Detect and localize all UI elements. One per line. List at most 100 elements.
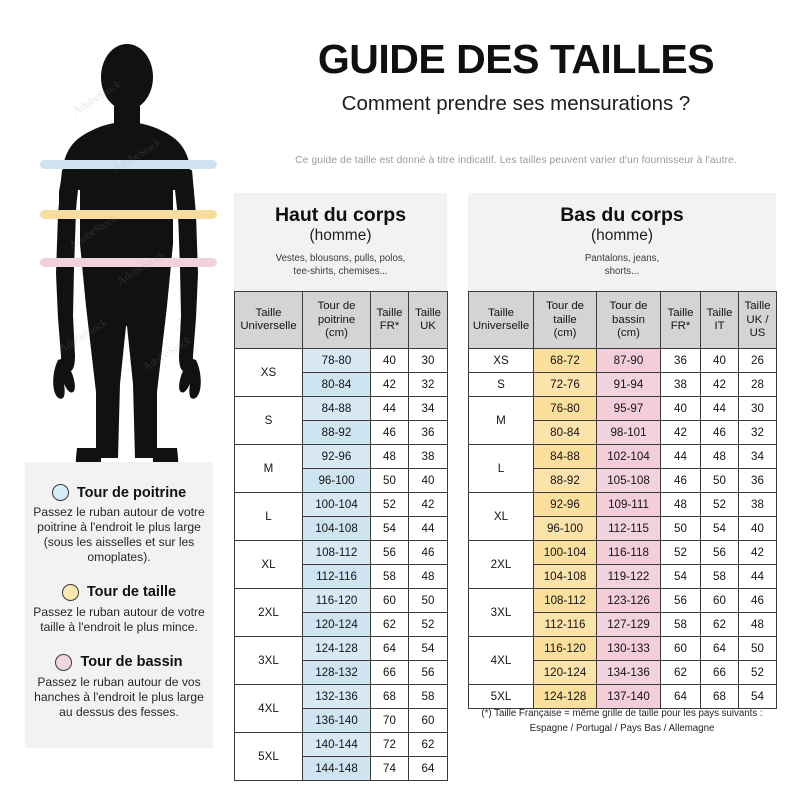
- table-row[interactable]: 88-92 105-108 46 50 36: [469, 468, 777, 494]
- cell-size-it: 64: [700, 636, 739, 662]
- cell-size-it: 56: [700, 540, 739, 566]
- cell-hips-measure: 130-133: [596, 636, 661, 662]
- chest-band: [40, 160, 217, 169]
- table-row[interactable]: 112-116 58 48: [235, 564, 448, 590]
- cell-hips-measure: 91-94: [596, 372, 661, 398]
- cell-chest-measure: 120-124: [302, 612, 371, 638]
- cell-size-it: 48: [700, 444, 739, 470]
- lower-col-header-3: Taille FR*: [660, 291, 701, 350]
- table-row[interactable]: 4XL 132-136 68 58: [234, 684, 448, 734]
- cell-size-uk-us: 36: [738, 468, 777, 494]
- table-row[interactable]: 2XL 100-104 116-118 52 56 42: [468, 540, 777, 590]
- table-row[interactable]: M 76-80 95-97 40 44 30: [468, 396, 777, 446]
- cell-size-uk: 50: [408, 588, 448, 614]
- cell-size-fr: 56: [660, 588, 701, 614]
- cell-hips-measure: 134-136: [596, 660, 661, 686]
- lower-body-size-table[interactable]: Taille Universelle Tour de taille (cm) Tour d…: [468, 291, 777, 710]
- table-row[interactable]: XS 68-72 87-90 36 40 26: [468, 348, 777, 374]
- cell-size-it: 40: [700, 348, 739, 374]
- col-header-line: (cm): [617, 327, 640, 340]
- cell-hips-measure: 123-126: [596, 588, 661, 614]
- table-row[interactable]: XL 92-96 109-111 48 52 38: [468, 492, 777, 542]
- cell-chest-measure: 78-80: [302, 348, 371, 374]
- col-header-line: Universelle: [240, 320, 297, 333]
- table-row[interactable]: L 84-88 102-104 44 48 34: [468, 444, 777, 494]
- cell-size-fr: 64: [370, 636, 409, 662]
- upper-body-items-line2: tee-shirts, chemises...: [293, 266, 388, 278]
- cell-size-uk-us: 34: [738, 444, 777, 470]
- upper-table-head: Taille Universelle Tour de poitrine (cm) Tail…: [234, 291, 448, 350]
- cell-waist-measure: 108-112: [533, 588, 597, 614]
- upper-body-items-line1: Vestes, blousons, pulls, polos,: [275, 253, 406, 265]
- table-row[interactable]: S 72-76 91-94 38 42 28: [468, 372, 777, 398]
- cell-universal-size: M: [234, 444, 303, 494]
- table-row[interactable]: XL 108-112 56 46: [234, 540, 448, 590]
- table-row[interactable]: 3XL 124-128 64 54: [234, 636, 448, 686]
- cell-waist-measure: 68-72: [533, 348, 597, 374]
- cell-waist-measure: 92-96: [533, 492, 597, 518]
- cell-size-fr: 52: [370, 492, 409, 518]
- cell-universal-size: S: [234, 396, 303, 446]
- cell-chest-measure: 92-96: [302, 444, 371, 470]
- table-row[interactable]: 80-84 98-101 42 46 32: [469, 420, 777, 446]
- legend-desc-waist: Passez le ruban autour de votre taille à…: [33, 604, 205, 634]
- upper-col-header-3: Taille UK: [408, 291, 448, 350]
- lower-table-body[interactable]: XS 68-72 87-90 36 40 26 S 72-76 91-94 38 42 28 M 76-8…: [468, 348, 777, 710]
- cell-size-it: 68: [700, 684, 739, 710]
- cell-universal-size: 2XL: [468, 540, 534, 590]
- cell-size-fr: 44: [660, 444, 701, 470]
- cell-size-fr: 62: [370, 612, 409, 638]
- legend-title-hips: Tour de bassin: [80, 654, 183, 671]
- table-row[interactable]: 144-148 74 64: [235, 756, 448, 782]
- table-row[interactable]: 2XL 116-120 60 50: [234, 588, 448, 638]
- lower-col-header-2: Tour de bassin (cm): [596, 291, 661, 350]
- table-row[interactable]: 104-108 119-122 54 58 44: [469, 564, 777, 590]
- cell-size-it: 46: [700, 420, 739, 446]
- legend-title-chest: Tour de poitrine: [76, 484, 187, 501]
- table-row[interactable]: 5XL 140-144 72 62: [234, 732, 448, 782]
- cell-size-it: 52: [700, 492, 739, 518]
- cell-size-uk: 46: [408, 540, 448, 566]
- upper-table-body[interactable]: XS 78-80 40 30 80-84 42 32 S 84-88 44 34 88-92 46 36 M…: [234, 348, 448, 782]
- cell-size-it: 62: [700, 612, 739, 638]
- cell-size-it: 44: [700, 396, 739, 422]
- lower-body-items-line1: Pantalons, jeans,: [584, 253, 660, 265]
- table-row[interactable]: M 92-96 48 38: [234, 444, 448, 494]
- col-header-line: Tour de: [317, 299, 356, 312]
- legend-item-chest: Tour de poitrine Passez le ruban autour …: [25, 462, 213, 565]
- upper-body-size-table[interactable]: Taille Universelle Tour de poitrine (cm) Tail…: [234, 291, 448, 782]
- table-row[interactable]: 120-124 62 52: [235, 612, 448, 638]
- cell-size-fr: 38: [660, 372, 701, 398]
- waist-band: [40, 210, 217, 219]
- hips-band: [40, 258, 217, 267]
- cell-size-uk-us: 50: [738, 636, 777, 662]
- cell-chest-measure: 116-120: [302, 588, 371, 614]
- cell-size-fr: 70: [370, 708, 409, 734]
- col-header-line: US: [749, 327, 766, 340]
- table-row[interactable]: 5XL 124-128 137-140 64 68 54: [468, 684, 777, 710]
- table-row[interactable]: 96-100 50 40: [235, 468, 448, 494]
- table-row[interactable]: 4XL 116-120 130-133 60 64 50: [468, 636, 777, 686]
- cell-size-fr: 48: [660, 492, 701, 518]
- cell-size-uk-us: 46: [738, 588, 777, 614]
- col-header-line: UK: [420, 320, 436, 333]
- cell-chest-measure: 132-136: [302, 684, 371, 710]
- col-header-line: Taille: [744, 299, 771, 312]
- cell-size-fr: 52: [660, 540, 701, 566]
- table-row[interactable]: S 84-88 44 34: [234, 396, 448, 446]
- table-row[interactable]: 88-92 46 36: [235, 420, 448, 446]
- cell-size-uk: 60: [408, 708, 448, 734]
- cell-waist-measure: 116-120: [533, 636, 597, 662]
- table-row[interactable]: L 100-104 52 42: [234, 492, 448, 542]
- cell-universal-size: XS: [468, 348, 534, 374]
- table-row[interactable]: 3XL 108-112 123-126 56 60 46: [468, 588, 777, 638]
- cell-size-fr: 46: [660, 468, 701, 494]
- cell-size-uk: 36: [408, 420, 448, 446]
- table-row[interactable]: 96-100 112-115 50 54 40: [469, 516, 777, 542]
- cell-waist-measure: 80-84: [533, 420, 597, 446]
- cell-size-fr: 54: [370, 516, 409, 542]
- cell-size-uk: 62: [408, 732, 448, 758]
- table-row[interactable]: XS 78-80 40 30: [234, 348, 448, 398]
- upper-body-items: Vestes, blousons, pulls, polos, tee-shir…: [240, 252, 441, 278]
- cell-size-uk: 48: [408, 564, 448, 590]
